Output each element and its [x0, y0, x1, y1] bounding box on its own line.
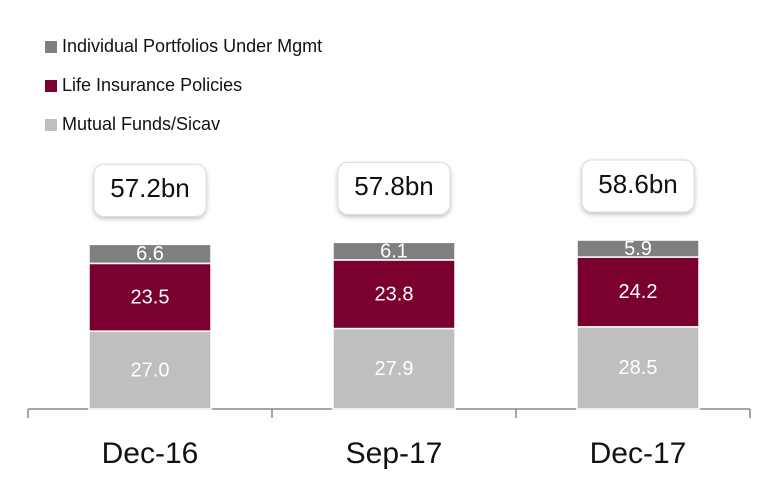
total-label: 57.8bn [354, 171, 434, 201]
bar-segment [88, 262, 212, 332]
legend-label: Individual Portfolios Under Mgmt [62, 36, 322, 56]
bar-segment [332, 241, 456, 261]
value-label: 27.9 [375, 358, 414, 380]
bar-segment [576, 256, 700, 328]
value-label: 5.9 [624, 238, 652, 260]
legend-label: Mutual Funds/Sicav [62, 114, 220, 134]
bar-segment [332, 327, 456, 410]
bar-segment [332, 259, 456, 330]
bar-segment [88, 330, 212, 410]
value-label: 27.0 [131, 359, 170, 381]
legend-label: Life Insurance Policies [62, 75, 242, 95]
value-label: 28.5 [619, 357, 658, 379]
value-label: 6.1 [380, 240, 408, 262]
total-box [581, 159, 695, 213]
x-tick-label: Sep-17 [346, 437, 443, 470]
legend-swatch [45, 119, 57, 131]
value-label: 23.5 [131, 287, 170, 309]
legend-swatch [45, 41, 57, 53]
x-tick-label: Dec-17 [590, 437, 687, 470]
bar-segment [88, 243, 212, 265]
value-label: 24.2 [619, 281, 658, 303]
total-label: 57.2bn [110, 173, 190, 203]
value-label: 6.6 [136, 243, 164, 265]
total-label: 58.6bn [598, 169, 678, 199]
x-tick-label: Dec-16 [102, 437, 199, 470]
legend-swatch [45, 80, 57, 92]
value-label: 23.8 [375, 284, 414, 306]
bar-segment [576, 326, 700, 410]
bar-segment [576, 239, 700, 258]
total-box [93, 163, 207, 217]
total-box [337, 161, 451, 215]
